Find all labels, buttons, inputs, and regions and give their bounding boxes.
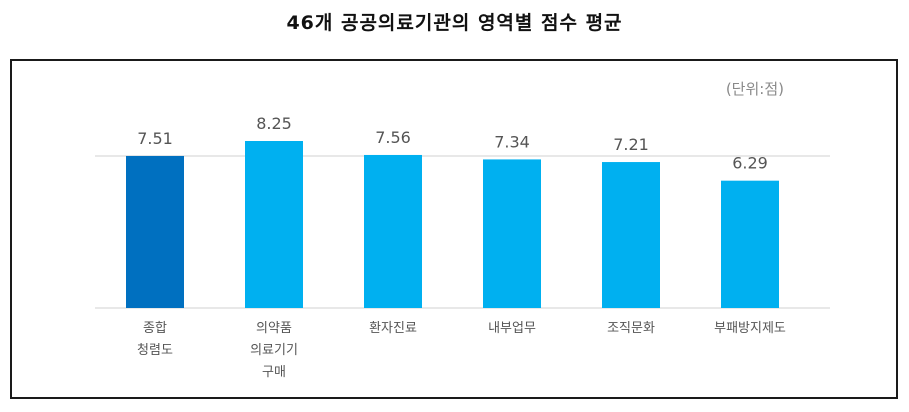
chart-frame bbox=[10, 59, 898, 399]
data-label: 7.56 bbox=[375, 128, 411, 147]
category-label: 조직문화 bbox=[607, 321, 655, 336]
chart-title: 46개 공공의료기관의 영역별 점수 평균 bbox=[286, 12, 623, 34]
data-label: 7.51 bbox=[137, 129, 173, 148]
bar bbox=[721, 180, 779, 308]
bar bbox=[364, 154, 422, 308]
unit-label: (단위:점) bbox=[725, 80, 784, 98]
bar bbox=[483, 159, 541, 308]
bar bbox=[602, 162, 660, 308]
bar bbox=[126, 155, 184, 308]
bar bbox=[245, 141, 303, 308]
category-label: 부패방지제도 bbox=[714, 321, 786, 336]
data-label: 6.29 bbox=[732, 154, 768, 173]
category-label: 환자진료 bbox=[369, 321, 417, 336]
category-label: 종합 청렴도 bbox=[137, 321, 173, 358]
data-label: 7.34 bbox=[494, 132, 530, 151]
data-label: 8.25 bbox=[256, 114, 292, 133]
category-label: 의약품 의료기기 구매 bbox=[250, 321, 298, 380]
data-label: 7.21 bbox=[613, 135, 649, 154]
category-label: 내부업무 bbox=[488, 321, 536, 336]
